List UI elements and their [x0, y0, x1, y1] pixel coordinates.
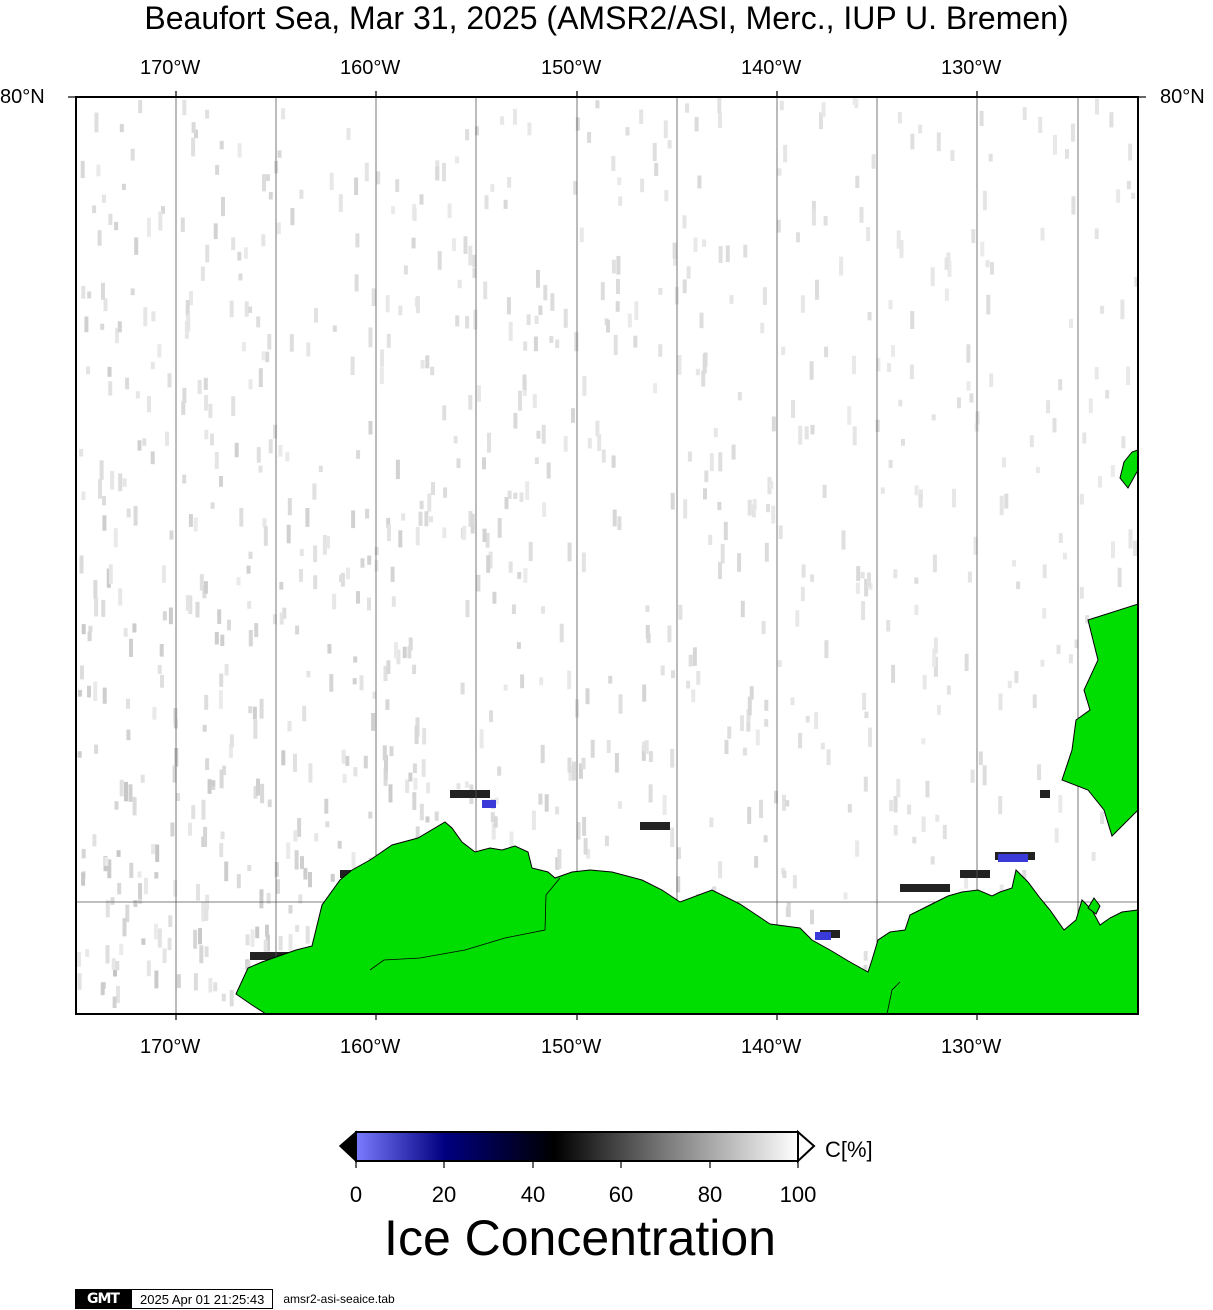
colorbar-tick-0: 0 [349, 1182, 363, 1207]
source-file: amsr2-asi-seaice.tab [283, 1292, 395, 1306]
left-lat-label-80n: 80°N [0, 86, 45, 108]
colorbar-under-triangle [338, 1130, 357, 1163]
gmt-logo: GMT [75, 1289, 131, 1309]
right-lat-label-80n: 80°N [1160, 86, 1205, 108]
land-boundaries [369, 877, 901, 1015]
colorbar-title: Ice Concentration [384, 1210, 776, 1266]
frame-ticks [68, 91, 1146, 1020]
colorbar-tick-20: 20 [431, 1182, 457, 1207]
top-lon-label-130w: 130°W [941, 57, 1002, 79]
colorbar-tick-80: 80 [697, 1182, 723, 1207]
bottom-lon-label-170w: 170°W [140, 1036, 201, 1058]
map-title: Beaufort Sea, Mar 31, 2025 (AMSR2/ASI, M… [144, 0, 1069, 36]
bottom-lon-label-130w: 130°W [941, 1036, 1002, 1058]
bottom-lon-label-150w: 150°W [541, 1036, 602, 1058]
colorbar-tick-60: 60 [608, 1182, 634, 1207]
colorbar-tick-40: 40 [520, 1182, 546, 1207]
top-lon-label-160w: 160°W [340, 57, 401, 79]
colorbar-unit: C[%] [825, 1137, 873, 1162]
colorbar [338, 1129, 816, 1168]
top-lon-label-150w: 150°W [541, 57, 602, 79]
top-lon-label-140w: 140°W [741, 57, 802, 79]
land-masses [235, 449, 1139, 1015]
colorbar-gradient [355, 1131, 799, 1162]
gmt-footer: GMT 2025 Apr 01 21:25:43 amsr2-asi-seaic… [75, 1289, 395, 1309]
map-frame-border [75, 96, 1139, 1015]
top-lon-label-170w: 170°W [140, 57, 201, 79]
banks-island [1061, 603, 1139, 837]
bottom-lon-label-140w: 140°W [741, 1036, 802, 1058]
colorbar-over-triangle [797, 1129, 816, 1164]
map-frame-background [76, 97, 1138, 1014]
herschel-island [1087, 897, 1101, 915]
bottom-lon-label-160w: 160°W [340, 1036, 401, 1058]
timestamp: 2025 Apr 01 21:25:43 [131, 1289, 274, 1309]
alaska-land [235, 821, 1139, 1015]
colorbar-tick-100: 100 [779, 1182, 817, 1207]
